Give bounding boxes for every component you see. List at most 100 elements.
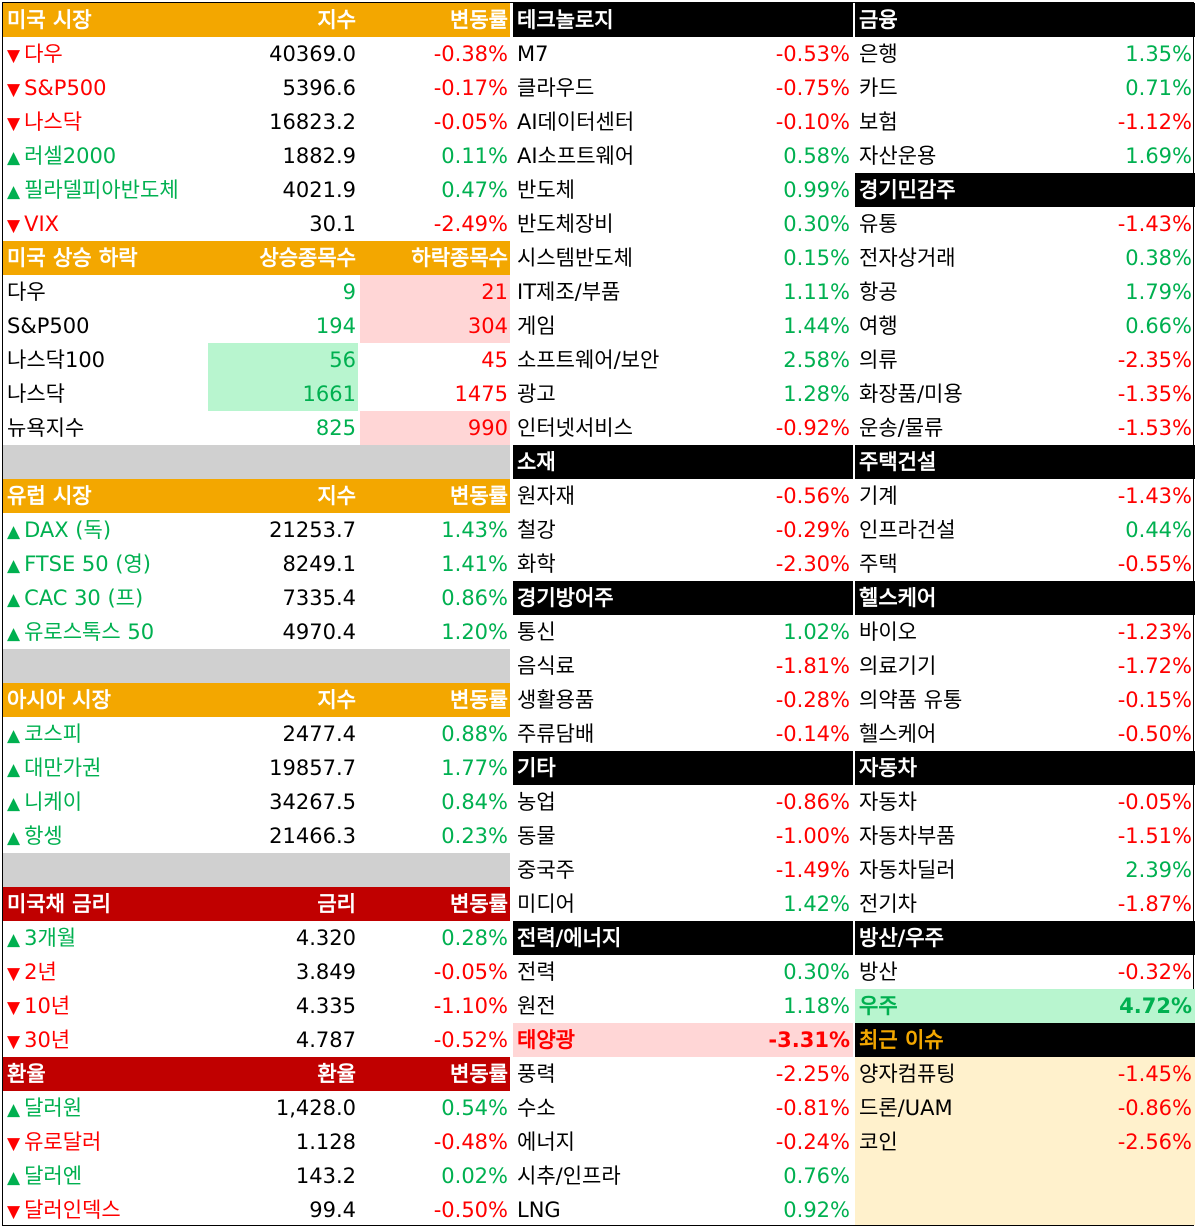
sector-change: -1.53% (1117, 416, 1192, 440)
sector-name: 화학 (517, 552, 556, 576)
sector-name: 풍력 (517, 1062, 556, 1086)
sector-name: 에너지 (517, 1130, 575, 1154)
sector-row: AI데이터센터 -0.10% (513, 105, 853, 139)
sector-row: 운송/물류 -1.53% (855, 411, 1195, 445)
sector-change: 0.38% (1125, 246, 1192, 270)
arrow-up-icon: ▲ (7, 930, 21, 950)
sector-row: 여행 0.66% (855, 309, 1195, 343)
sector-row: 주택 -0.55% (855, 547, 1195, 581)
sector-change: -2.30% (775, 552, 850, 576)
asia-market-col-index: 지수 (317, 688, 356, 712)
sector-row: 인터넷서비스 -0.92% (513, 411, 853, 445)
row-name: ▲ 유로스톡스 50 (7, 615, 207, 649)
sector-change: 1.44% (783, 314, 850, 338)
sector-change: -1.23% (1117, 620, 1192, 644)
arrow-up-icon: ▲ (7, 1100, 21, 1120)
sector-name: 시스템반도체 (517, 246, 633, 270)
sector-change: 1.18% (783, 994, 850, 1018)
sector-row: 중국주 -1.49% (513, 853, 853, 887)
sector-change: 0.15% (783, 246, 850, 270)
sector-change: -1.43% (1117, 484, 1192, 508)
row-name: ▲ 코스피 (7, 717, 207, 751)
sector-name: 의류 (859, 348, 898, 372)
row-value: 19857.7 (269, 756, 356, 780)
sector-name: 반도체장비 (517, 212, 614, 236)
sector-change: 1.79% (1125, 280, 1192, 304)
arrow-down-icon: ▼ (7, 1134, 21, 1154)
down-count: 45 (481, 348, 508, 372)
table-row: ▼ S&P500 5396.6 -0.17% (3, 71, 510, 105)
arrow-up-icon: ▲ (7, 828, 21, 848)
sector-header: 테크놀로지 (513, 3, 853, 37)
row-value: 16823.2 (269, 110, 356, 134)
row-label: CAC 30 (프) (24, 586, 144, 610)
sector-change: 1.42% (783, 892, 850, 916)
sector-change: -0.24% (775, 1130, 850, 1154)
table-row: ▲ 코스피 2477.4 0.88% (3, 717, 510, 751)
sector-row: 의료기기 -1.72% (855, 649, 1195, 683)
sector-name: 여행 (859, 314, 898, 338)
row-label: S&P500 (24, 76, 107, 100)
sector-change: 4.72% (1119, 994, 1192, 1018)
section-spacer (3, 445, 510, 479)
sector-change: -0.28% (775, 688, 850, 712)
sector-row: 원전 1.18% (513, 989, 853, 1023)
sector-column-right: 금융 은행 1.35% 카드 0.71% 보험 -1.12% 자산운용 1.69% 경기민감주 유통… (855, 3, 1195, 1159)
arrow-up-icon: ▲ (7, 760, 21, 780)
sector-row: 시스템반도체 0.15% (513, 241, 853, 275)
sector-header: 헬스케어 (855, 581, 1195, 615)
row-change: 0.28% (441, 926, 508, 950)
sector-header: 경기민감주 (855, 173, 1195, 207)
us-market-col-index: 지수 (317, 8, 356, 32)
sector-change: 0.76% (783, 1164, 850, 1188)
table-row: 다우 9 21 (3, 275, 510, 309)
sector-header: 자동차 (855, 751, 1195, 785)
sector-change: -1.81% (775, 654, 850, 678)
arrow-up-icon: ▲ (7, 624, 21, 644)
sector-row: M7 -0.53% (513, 37, 853, 71)
sector-row: 보험 -1.12% (855, 105, 1195, 139)
sector-name: 양자컴퓨팅 (859, 1062, 956, 1086)
sector-header: 방산/우주 (855, 921, 1195, 955)
sector-row: 은행 1.35% (855, 37, 1195, 71)
sector-row: 태양광 -3.31% (513, 1023, 853, 1057)
eu-market-header: 유럽 시장 지수 변동률 (3, 479, 510, 513)
sector-change: 1.69% (1125, 144, 1192, 168)
sector-name: 화장품/미용 (859, 382, 963, 406)
sector-row: 자동차부품 -1.51% (855, 819, 1195, 853)
sector-change: -0.10% (775, 110, 850, 134)
sector-row: 게임 1.44% (513, 309, 853, 343)
sector-name: 카드 (859, 76, 898, 100)
arrow-down-icon: ▼ (7, 80, 21, 100)
row-value: 40369.0 (269, 42, 356, 66)
table-row: ▲ CAC 30 (프) 7335.4 0.86% (3, 581, 510, 615)
sector-change: -0.53% (775, 42, 850, 66)
sector-name: 생활용품 (517, 688, 595, 712)
us-market-title: 미국 시장 (7, 8, 92, 32)
row-value: 1.128 (295, 1130, 356, 1154)
sector-change: 1.11% (783, 280, 850, 304)
sector-change: -0.92% (775, 416, 850, 440)
sector-row: LNG 0.92% (513, 1193, 853, 1227)
sector-title: 경기민감주 (859, 178, 956, 202)
sector-name: LNG (517, 1198, 561, 1222)
table-row: ▲ 러셀2000 1882.9 0.11% (3, 139, 510, 173)
row-name: ▲ 니케이 (7, 785, 207, 819)
row-label: 30년 (24, 1028, 71, 1052)
sector-row: 자동차딜러 2.39% (855, 853, 1195, 887)
down-count: 21 (360, 275, 510, 309)
row-value: 4.320 (295, 926, 356, 950)
us-bonds-col-rate: 금리 (317, 892, 356, 916)
row-name: ▲ 항셍 (7, 819, 207, 853)
sector-change: 1.28% (783, 382, 850, 406)
sector-title: 헬스케어 (859, 586, 937, 610)
row-value: 1882.9 (282, 144, 356, 168)
sector-change: -0.32% (1117, 960, 1192, 984)
sector-change: 0.44% (1125, 518, 1192, 542)
sector-title: 최근 이슈 (859, 1028, 944, 1052)
row-label: 달러원 (24, 1096, 83, 1120)
sector-row: 수소 -0.81% (513, 1091, 853, 1125)
row-value: 4.787 (295, 1028, 356, 1052)
table-row: ▼ 유로달러 1.128 -0.48% (3, 1125, 510, 1159)
sector-row: 풍력 -2.25% (513, 1057, 853, 1091)
